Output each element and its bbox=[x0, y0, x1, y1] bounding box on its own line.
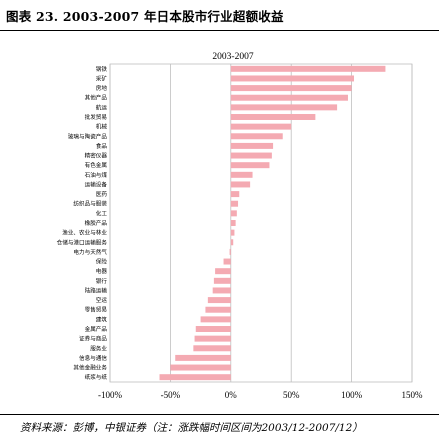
category-label: 渔业、农业与林业 bbox=[62, 229, 107, 237]
category-label: 纺织品与服装 bbox=[73, 200, 107, 208]
x-tick-label: 150% bbox=[402, 390, 424, 400]
bar bbox=[195, 326, 231, 332]
bar bbox=[230, 133, 283, 140]
x-tick-label: 100% bbox=[341, 390, 363, 400]
category-label: 证券与商品 bbox=[79, 335, 107, 343]
bar bbox=[230, 94, 348, 101]
category-label: 化工 bbox=[96, 209, 108, 217]
category-label: 批发贸易 bbox=[85, 113, 108, 121]
x-tick-label: -50% bbox=[161, 390, 181, 400]
category-label: 空运 bbox=[96, 296, 108, 304]
bar bbox=[230, 210, 237, 217]
category-label: 其他产品 bbox=[85, 94, 108, 102]
bar bbox=[213, 277, 231, 284]
category-label: 零售贸易 bbox=[85, 306, 108, 314]
category-label: 电器 bbox=[96, 267, 108, 275]
category-label: 银行 bbox=[96, 277, 108, 285]
x-tick-label: 50% bbox=[283, 390, 300, 400]
category-label: 钢铁 bbox=[96, 65, 108, 73]
bar bbox=[230, 123, 292, 130]
source-note: 资料来源：彭博，中银证券（注：涨跌幅时间区间为2003/12-2007/12） bbox=[20, 422, 363, 434]
bar bbox=[230, 75, 355, 82]
bars bbox=[159, 65, 386, 381]
bar bbox=[230, 152, 272, 159]
category-label: 采矿 bbox=[96, 74, 108, 82]
category-label: 航运 bbox=[96, 103, 108, 111]
category-label: 玻璃与陶瓷产品 bbox=[68, 132, 108, 140]
bar bbox=[230, 142, 274, 149]
bar bbox=[230, 65, 386, 72]
bar bbox=[230, 104, 338, 111]
top-rule bbox=[0, 30, 439, 31]
bar bbox=[230, 200, 239, 207]
bar bbox=[159, 374, 231, 381]
plot-area bbox=[109, 63, 413, 383]
category-labels: 钢铁采矿房地其他产品航运批发贸易机械玻璃与陶瓷产品食品精密仪器有色金属石油与煤运… bbox=[57, 65, 108, 381]
figure-title: 图表 23. 2003-2007 年日本股市行业超额收益 bbox=[6, 9, 284, 24]
x-tick-label: -100% bbox=[98, 390, 122, 400]
category-label: 机械 bbox=[96, 123, 108, 131]
category-label: 纸浆与纸 bbox=[85, 373, 108, 381]
bar bbox=[215, 268, 231, 275]
bar bbox=[205, 306, 231, 313]
category-label: 房地 bbox=[96, 84, 108, 92]
bar bbox=[230, 191, 240, 198]
bar bbox=[230, 239, 234, 246]
category-label: 陆路运输 bbox=[85, 286, 108, 294]
category-label: 建筑 bbox=[96, 315, 108, 323]
category-label: 服务业 bbox=[90, 344, 107, 352]
category-label: 医药 bbox=[96, 190, 108, 198]
bar bbox=[200, 316, 231, 323]
category-label: 其他金融业务 bbox=[73, 364, 107, 372]
x-tick-label: 0% bbox=[225, 390, 238, 400]
bar bbox=[230, 171, 253, 178]
bar bbox=[230, 162, 270, 169]
bar bbox=[230, 114, 316, 120]
category-label: 仓储与港口运输服务 bbox=[57, 238, 108, 246]
bar bbox=[230, 85, 352, 92]
bar bbox=[207, 297, 231, 304]
category-label: 电力与天然气 bbox=[73, 248, 107, 256]
category-label: 运输设备 bbox=[85, 180, 108, 188]
category-label: 保险 bbox=[96, 258, 108, 266]
category-label: 石油与煤 bbox=[85, 171, 108, 179]
category-label: 有色金属 bbox=[85, 161, 108, 169]
bar bbox=[229, 248, 231, 255]
bar bbox=[230, 229, 235, 236]
bar bbox=[230, 220, 236, 226]
bottom-rule bbox=[0, 414, 439, 415]
x-tick-labels: -100% -50% 0% 50% 100% 150% bbox=[98, 390, 423, 400]
bar bbox=[170, 364, 231, 371]
bar bbox=[193, 345, 231, 352]
chart-title: 2003-2007 bbox=[212, 52, 253, 62]
bar bbox=[223, 258, 231, 265]
bar bbox=[194, 335, 231, 342]
bar bbox=[175, 354, 231, 361]
category-label: 信息与通信 bbox=[79, 354, 107, 362]
category-label: 精密仪器 bbox=[85, 152, 108, 160]
bar bbox=[230, 181, 251, 188]
category-label: 金属产品 bbox=[85, 325, 108, 333]
bar bbox=[212, 287, 231, 294]
category-label: 橡胶产品 bbox=[85, 219, 108, 227]
category-label: 食品 bbox=[96, 142, 108, 150]
